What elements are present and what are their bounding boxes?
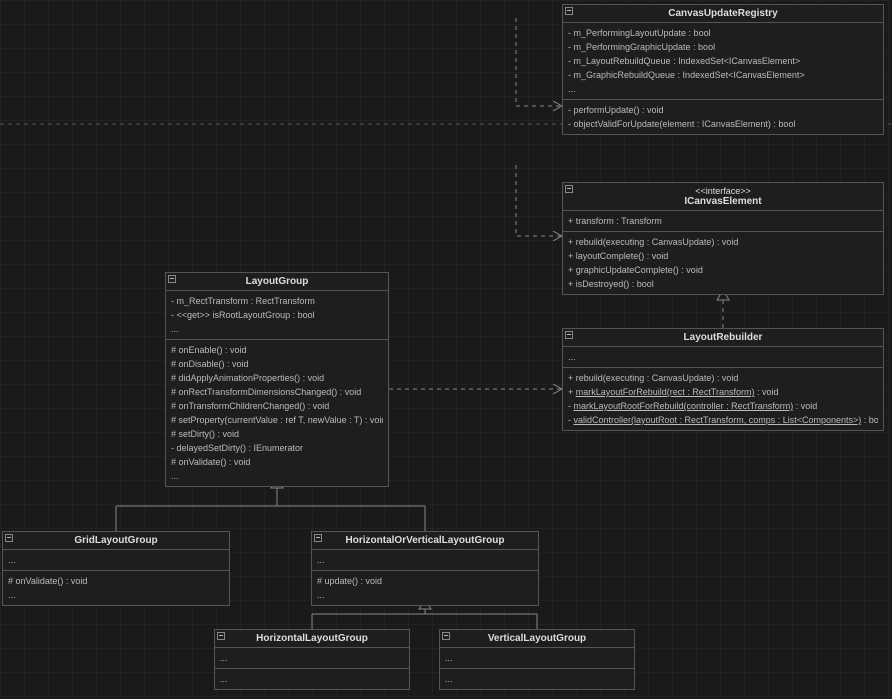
dep-to-canvasregistry: [516, 18, 562, 106]
op: # onEnable() : void: [171, 343, 383, 357]
op: # update() : void: [317, 574, 533, 588]
attr: - m_RectTransform : RectTransform: [171, 294, 383, 308]
collapse-icon[interactable]: −: [217, 632, 225, 640]
attr: ...: [317, 553, 533, 567]
op: # setDirty() : void: [171, 427, 383, 441]
collapse-icon[interactable]: −: [5, 534, 13, 542]
collapse-icon[interactable]: −: [565, 7, 573, 15]
op: + markLayoutForRebuild(rect : RectTransf…: [568, 385, 878, 399]
attr: - m_PerformingLayoutUpdate : bool: [568, 26, 878, 40]
operations: # onValidate() : void ...: [3, 571, 229, 605]
attr: ...: [568, 350, 878, 364]
class-name: ICanvasElement: [684, 196, 761, 207]
operations: + rebuild(executing : CanvasUpdate) : vo…: [563, 368, 883, 430]
stereotype: <<interface>>: [567, 186, 879, 196]
attr: ...: [171, 322, 383, 336]
op: - delayedSetDirty() : IEnumerator: [171, 441, 383, 455]
collapse-icon[interactable]: −: [168, 275, 176, 283]
attributes: - m_RectTransform : RectTransform - <<ge…: [166, 291, 388, 340]
op: ...: [8, 588, 224, 602]
operations: + rebuild(executing : CanvasUpdate) : vo…: [563, 232, 883, 294]
attr: ...: [445, 651, 629, 665]
class-name: LayoutRebuilder: [684, 332, 763, 343]
class-header: − HorizontalOrVerticalLayoutGroup: [312, 532, 538, 550]
op: + graphicUpdateComplete() : void: [568, 263, 878, 277]
class-name: LayoutGroup: [246, 276, 309, 287]
class-header: − GridLayoutGroup: [3, 532, 229, 550]
class-verticallayoutgroup: − VerticalLayoutGroup ... ...: [439, 629, 635, 690]
attr: ...: [220, 651, 404, 665]
operations: - performUpdate() : void - objectValidFo…: [563, 100, 883, 134]
attributes: ...: [215, 648, 409, 669]
op: - markLayoutRootForRebuild(controller : …: [568, 399, 878, 413]
op: + rebuild(executing : CanvasUpdate) : vo…: [568, 371, 878, 385]
operations: # update() : void ...: [312, 571, 538, 605]
class-name: HorizontalLayoutGroup: [256, 633, 368, 644]
collapse-icon[interactable]: −: [565, 331, 573, 339]
dep-to-icanvaselement: [516, 165, 562, 236]
op: ...: [445, 672, 629, 686]
op: ...: [171, 469, 383, 483]
class-layoutrebuilder: − LayoutRebuilder ... + rebuild(executin…: [562, 328, 884, 431]
op: + isDestroyed() : bool: [568, 277, 878, 291]
collapse-icon[interactable]: −: [565, 185, 573, 193]
class-header: − HorizontalLayoutGroup: [215, 630, 409, 648]
class-icanvaselement: − <<interface>> ICanvasElement + transfo…: [562, 182, 884, 295]
attributes: ...: [3, 550, 229, 571]
class-header: − <<interface>> ICanvasElement: [563, 183, 883, 211]
class-name: CanvasUpdateRegistry: [668, 8, 777, 19]
class-name: GridLayoutGroup: [74, 535, 157, 546]
op: # onValidate() : void: [171, 455, 383, 469]
attr: ...: [568, 82, 878, 96]
attributes: - m_PerformingLayoutUpdate : bool - m_Pe…: [563, 23, 883, 100]
op: + rebuild(executing : CanvasUpdate) : vo…: [568, 235, 878, 249]
attributes: ...: [312, 550, 538, 571]
attr: - m_PerformingGraphicUpdate : bool: [568, 40, 878, 54]
op: # onRectTransformDimensionsChanged() : v…: [171, 385, 383, 399]
class-header: − LayoutRebuilder: [563, 329, 883, 347]
op: # didApplyAnimationProperties() : void: [171, 371, 383, 385]
op: # onDisable() : void: [171, 357, 383, 371]
class-header: − CanvasUpdateRegistry: [563, 5, 883, 23]
attr: - m_GraphicRebuildQueue : IndexedSet<ICa…: [568, 68, 878, 82]
class-layoutgroup: − LayoutGroup - m_RectTransform : RectTr…: [165, 272, 389, 487]
operations: ...: [215, 669, 409, 689]
collapse-icon[interactable]: −: [442, 632, 450, 640]
class-header: − VerticalLayoutGroup: [440, 630, 634, 648]
attr: + transform : Transform: [568, 214, 878, 228]
attr: - <<get>> isRootLayoutGroup : bool: [171, 308, 383, 322]
class-name: HorizontalOrVerticalLayoutGroup: [346, 535, 505, 546]
op: ...: [317, 588, 533, 602]
class-horizontallayoutgroup: − HorizontalLayoutGroup ... ...: [214, 629, 410, 690]
op: + layoutComplete() : void: [568, 249, 878, 263]
op: - objectValidForUpdate(element : ICanvas…: [568, 117, 878, 131]
attributes: + transform : Transform: [563, 211, 883, 232]
attributes: ...: [563, 347, 883, 368]
class-canvasupdateregistry: − CanvasUpdateRegistry - m_PerformingLay…: [562, 4, 884, 135]
attr: - m_LayoutRebuildQueue : IndexedSet<ICan…: [568, 54, 878, 68]
class-gridlayoutgroup: − GridLayoutGroup ... # onValidate() : v…: [2, 531, 230, 606]
class-header: − LayoutGroup: [166, 273, 388, 291]
operations: # onEnable() : void # onDisable() : void…: [166, 340, 388, 486]
op: ...: [220, 672, 404, 686]
operations: ...: [440, 669, 634, 689]
op: - performUpdate() : void: [568, 103, 878, 117]
op: # onTransformChildrenChanged() : void: [171, 399, 383, 413]
collapse-icon[interactable]: −: [314, 534, 322, 542]
class-name: VerticalLayoutGroup: [488, 633, 586, 644]
op: # onValidate() : void: [8, 574, 224, 588]
class-horizontalorverticallayoutgroup: − HorizontalOrVerticalLayoutGroup ... # …: [311, 531, 539, 606]
attr: ...: [8, 553, 224, 567]
attributes: ...: [440, 648, 634, 669]
op: # setProperty(currentValue : ref T, newV…: [171, 413, 383, 427]
op: - validController(layoutRoot : RectTrans…: [568, 413, 878, 427]
